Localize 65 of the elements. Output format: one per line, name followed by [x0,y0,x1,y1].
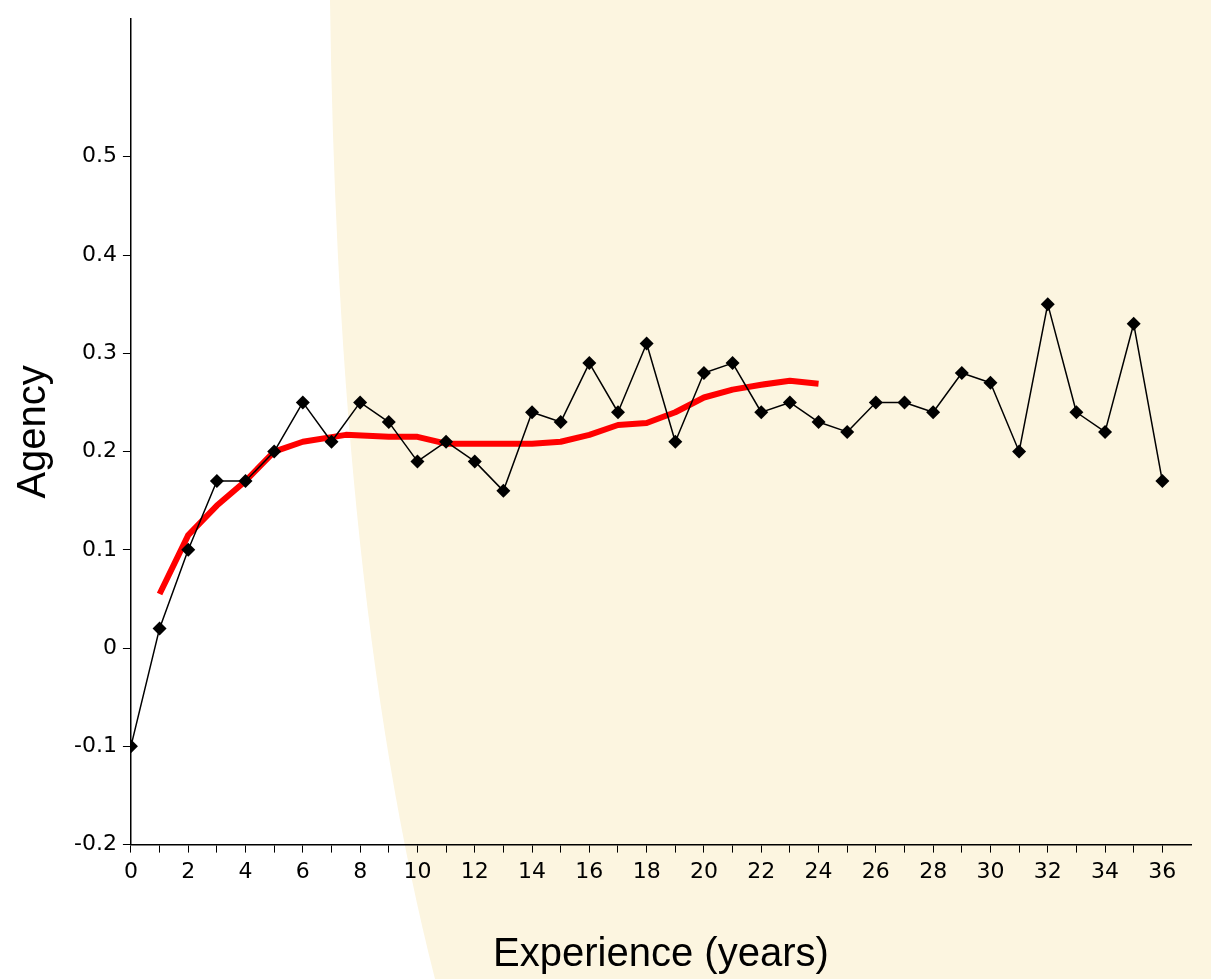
point [152,621,167,636]
point [1040,297,1055,312]
point [811,415,826,430]
x-tick-label: 32 [1033,857,1062,883]
point [209,474,224,489]
point [954,365,969,380]
point [410,454,425,469]
point [439,434,454,449]
point [897,395,912,410]
x-tick-label: 8 [353,857,368,883]
x-tick-label: 26 [861,857,890,883]
point [840,424,855,439]
x-tick-label: 28 [919,857,948,883]
point [525,405,540,420]
x-tick-label: 24 [804,857,833,883]
point [467,454,482,469]
point [295,395,310,410]
y-tick-label: 0 [102,633,117,659]
point [926,405,941,420]
point [668,434,683,449]
point [353,395,368,410]
point [267,444,282,459]
x-tick-label: 18 [632,857,661,883]
x-tick-label: 2 [181,857,196,883]
x-tick-label: 20 [689,857,718,883]
point [754,405,769,420]
point [782,395,797,410]
point [696,365,711,380]
y-tick-label: 0.5 [81,142,117,168]
x-tick-label: 16 [575,857,604,883]
y-tick-label: 0.1 [81,535,117,561]
y-tick-label: 0.2 [81,437,117,463]
x-tick-label: 4 [238,857,253,883]
x-axis-title: Experience (years) [493,930,829,975]
point [582,356,597,371]
y-axis-title: Agency [9,365,54,499]
x-tick-label: 36 [1148,857,1177,883]
y-tick-label: -0.1 [73,732,117,758]
x-tick-label: 10 [403,857,432,883]
point [1155,474,1170,489]
point [868,395,883,410]
x-tick-label: 22 [747,857,776,883]
y-tick-label: -0.2 [73,830,117,856]
point [553,415,568,430]
x-tick-label: 6 [295,857,310,883]
y-tick-label: 0.4 [81,240,117,266]
x-tick-label: 0 [123,857,138,883]
point [181,542,196,557]
point [725,356,740,371]
x-tick-label: 34 [1091,857,1120,883]
point [1098,424,1113,439]
point [238,474,253,489]
point [610,405,625,420]
point [983,375,998,390]
point [1126,316,1141,331]
x-tick-label: 30 [976,857,1005,883]
point [1012,444,1027,459]
point [496,483,511,498]
x-tick-label: 14 [518,857,547,883]
x-tick-label: 12 [460,857,489,883]
point [1069,405,1084,420]
point [381,415,396,430]
y-tick-label: 0.3 [81,339,117,365]
point [639,336,654,351]
point [324,434,339,449]
